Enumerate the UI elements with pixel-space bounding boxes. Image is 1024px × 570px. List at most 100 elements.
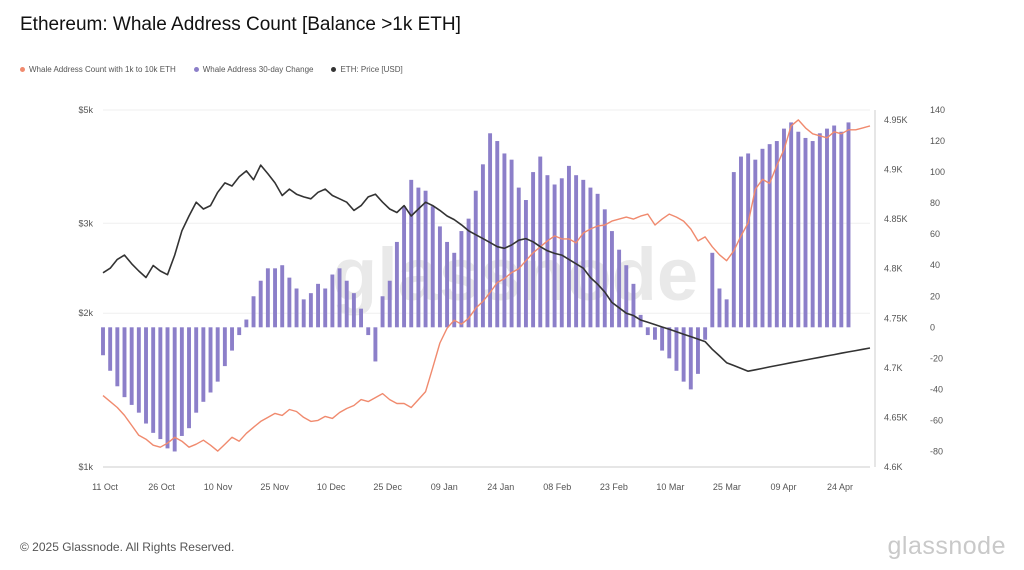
- x-tick-label: 23 Feb: [600, 482, 628, 492]
- bar: [645, 327, 650, 336]
- x-tick-label: 24 Apr: [827, 482, 853, 492]
- bar: [502, 153, 507, 328]
- bar: [753, 159, 758, 328]
- bar: [839, 131, 844, 328]
- bar: [179, 327, 184, 436]
- bar: [538, 156, 543, 328]
- bar: [344, 280, 349, 328]
- y-right2-tick-label: 0: [930, 322, 935, 332]
- bar: [129, 327, 134, 405]
- bar: [739, 156, 743, 328]
- bar: [416, 187, 421, 328]
- bar: [330, 274, 335, 328]
- bar: [516, 187, 521, 328]
- bar: [136, 327, 141, 413]
- bar: [609, 231, 614, 328]
- x-tick-label: 25 Dec: [373, 482, 402, 492]
- bar: [789, 122, 794, 328]
- bar: [394, 241, 399, 328]
- bar: [717, 288, 722, 328]
- x-tick-label: 25 Mar: [713, 482, 741, 492]
- legend-item-eth-price[interactable]: ETH: Price [USD]: [331, 65, 403, 74]
- bar: [402, 206, 407, 328]
- y-right2-tick-label: -60: [930, 415, 943, 425]
- bar: [810, 141, 815, 328]
- bar: [301, 299, 306, 328]
- x-tick-label: 09 Apr: [770, 482, 796, 492]
- bar: [222, 327, 227, 367]
- bar: [674, 327, 679, 371]
- y-right2-tick-label: 120: [930, 136, 945, 146]
- watermark-text: glassnode: [332, 233, 698, 316]
- bar: [201, 327, 206, 402]
- bar: [237, 327, 242, 336]
- bar: [187, 327, 191, 429]
- bar: [244, 319, 249, 328]
- x-tick-label: 10 Dec: [317, 482, 346, 492]
- legend-item-30day-change[interactable]: Whale Address 30-day Change: [193, 65, 313, 74]
- bar: [710, 252, 715, 328]
- bar: [846, 122, 851, 328]
- y-left-tick-label: $3k: [78, 218, 93, 228]
- bar: [423, 190, 428, 328]
- y-right2-tick-label: -20: [930, 353, 943, 363]
- series-line-eth-price: [102, 164, 871, 373]
- bar: [445, 241, 450, 328]
- bar: [760, 148, 765, 328]
- bar: [817, 133, 822, 328]
- bar: [602, 209, 607, 328]
- y-right2-tick-label: -40: [930, 384, 943, 394]
- bar: [158, 327, 163, 440]
- x-tick-label: 11 Oct: [92, 482, 118, 492]
- bar: [782, 128, 786, 328]
- bar: [588, 187, 593, 328]
- bar: [696, 327, 700, 374]
- bar: [308, 293, 313, 328]
- bar: [430, 206, 435, 328]
- bar: [638, 314, 643, 328]
- bar: [251, 296, 256, 328]
- legend-label-eth-price: ETH: Price [USD]: [340, 65, 403, 74]
- bar: [265, 268, 270, 328]
- bar: [796, 131, 801, 328]
- bar: [459, 231, 464, 328]
- bar: [523, 200, 528, 328]
- bar: [373, 327, 378, 362]
- y-right2-tick-label: -80: [930, 446, 943, 456]
- bar: [624, 265, 629, 328]
- bar: [473, 190, 478, 328]
- bar: [703, 327, 708, 340]
- legend-dot-eth-price: [331, 67, 337, 72]
- y-left-tick-label: $2k: [78, 308, 93, 318]
- y-left-tick-label: $1k: [78, 462, 93, 472]
- bar: [825, 128, 829, 328]
- bar: [617, 249, 622, 328]
- bar: [552, 184, 557, 328]
- y-right1-tick-label: 4.85K: [884, 214, 908, 224]
- bar: [653, 327, 657, 340]
- y-right1-tick-label: 4.65K: [884, 412, 908, 422]
- bar: [294, 288, 299, 328]
- series-line-whale-count: [102, 119, 871, 452]
- bar: [724, 299, 729, 328]
- bar: [660, 327, 665, 351]
- bar: [832, 125, 837, 328]
- bar: [437, 226, 442, 328]
- bar: [409, 179, 414, 328]
- bar: [366, 327, 371, 336]
- x-tick-label: 24 Jan: [487, 482, 514, 492]
- x-tick-label: 09 Jan: [431, 482, 458, 492]
- bar: [688, 327, 693, 390]
- bar: [387, 280, 392, 328]
- bar: [165, 327, 170, 449]
- bar: [359, 308, 364, 328]
- bar: [566, 165, 571, 328]
- bar: [509, 159, 514, 328]
- bar: [172, 327, 177, 452]
- legend-item-whale-count[interactable]: Whale Address Count with 1k to 10k ETH: [20, 65, 176, 74]
- bar: [101, 327, 105, 356]
- bar: [466, 218, 471, 328]
- x-tick-label: 26 Oct: [148, 482, 175, 492]
- legend-dot-30day-change: [193, 67, 199, 72]
- bar: [194, 327, 199, 413]
